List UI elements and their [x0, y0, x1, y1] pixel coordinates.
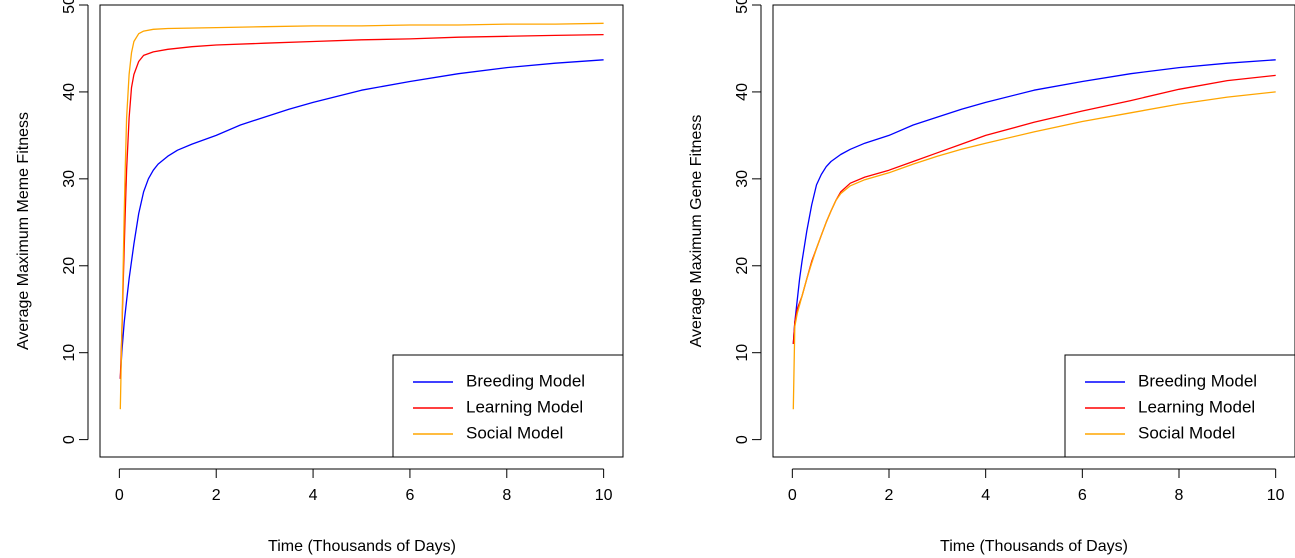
- series-line-learning-model: [792, 74, 1276, 345]
- x-axis: 0 2 4 6 8 10: [788, 468, 1285, 504]
- series-line-learning-model: [119, 33, 604, 379]
- y-tick-label: 20: [61, 257, 78, 275]
- x-tick-label: 2: [885, 487, 894, 504]
- legend: Breeding Model Learning Model Social Model: [1064, 354, 1295, 458]
- plot-frame: [772, 4, 1295, 458]
- y-axis-title: Average Maximum Gene Fitness: [688, 115, 705, 348]
- x-tick-label: 2: [212, 487, 221, 504]
- x-tick-label: 10: [595, 487, 613, 504]
- legend-label-breeding-model: Breeding Model: [466, 371, 585, 390]
- x-tick-label: 10: [1267, 487, 1285, 504]
- legend: Breeding Model Learning Model Social Model: [392, 354, 624, 458]
- y-axis: 0 10 20 30 40 50: [61, 0, 89, 444]
- x-tick-label: 0: [115, 487, 124, 504]
- y-tick-label: 40: [61, 83, 78, 101]
- x-axis: 0 2 4 6 8 10: [115, 468, 613, 504]
- legend-label-learning-model: Learning Model: [466, 397, 583, 416]
- x-tick-label: 4: [981, 487, 990, 504]
- y-tick-label: 10: [734, 344, 751, 362]
- x-axis-title: Time (Thousands of Days): [268, 538, 456, 555]
- legend-label-learning-model: Learning Model: [1138, 397, 1255, 416]
- chart-panel-left: 0 2 4 6 8 10 0 10 20 30 40 50 Time (Thousands of Day…: [15, 0, 624, 555]
- chart-panel-right: 0 2 4 6 8 10 0 10 20 30 40 50 Time (Thousands of Day…: [688, 0, 1295, 555]
- series-line-breeding-model: [792, 59, 1276, 345]
- legend-box: [1064, 354, 1295, 458]
- x-tick-label: 8: [502, 487, 511, 504]
- x-axis-title: Time (Thousands of Days): [940, 538, 1128, 555]
- series-line-breeding-model: [119, 59, 604, 379]
- x-tick-label: 0: [788, 487, 797, 504]
- y-tick-label: 0: [734, 435, 751, 444]
- y-tick-label: 30: [734, 170, 751, 188]
- y-axis: 0 10 20 30 40 50: [734, 0, 762, 444]
- legend-label-breeding-model: Breeding Model: [1138, 371, 1257, 390]
- legend-box: [392, 354, 624, 458]
- y-tick-label: 30: [61, 170, 78, 188]
- y-tick-label: 0: [61, 435, 78, 444]
- y-tick-label: 20: [734, 257, 751, 275]
- legend-label-social-model: Social Model: [1138, 423, 1235, 442]
- legend-label-social-model: Social Model: [466, 423, 563, 442]
- y-tick-label: 10: [61, 344, 78, 362]
- series-line-social-model: [119, 22, 604, 410]
- series-line-social-model: [792, 91, 1276, 410]
- y-tick-label: 50: [734, 0, 751, 14]
- y-axis-title: Average Maximum Meme Fitness: [15, 112, 32, 350]
- x-tick-label: 6: [405, 487, 414, 504]
- x-tick-label: 8: [1175, 487, 1184, 504]
- y-tick-label: 50: [61, 0, 78, 14]
- plot-frame: [99, 4, 624, 458]
- x-tick-label: 6: [1078, 487, 1087, 504]
- x-tick-label: 4: [309, 487, 318, 504]
- y-tick-label: 40: [734, 83, 751, 101]
